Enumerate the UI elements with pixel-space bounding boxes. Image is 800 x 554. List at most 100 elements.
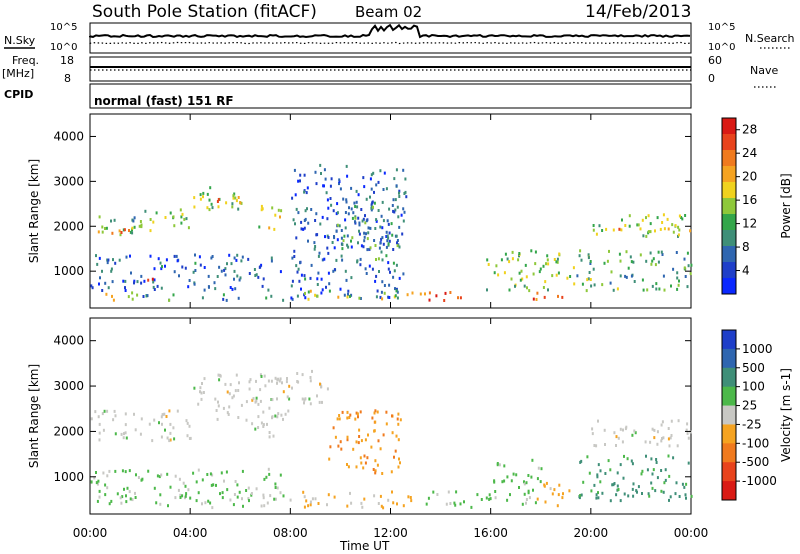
data-cell [357, 193, 360, 197]
data-cell [360, 501, 363, 505]
data-cell [641, 469, 644, 473]
data-cell [327, 271, 330, 275]
data-cell [293, 168, 296, 172]
data-cell [536, 291, 539, 295]
data-cell [372, 468, 375, 471]
data-cell [271, 398, 274, 402]
data-cell [286, 377, 288, 380]
data-cell [347, 212, 350, 216]
data-cell [291, 279, 294, 283]
data-cell [373, 429, 376, 433]
data-cell [399, 418, 402, 422]
data-cell [587, 253, 590, 257]
data-cell [377, 439, 380, 443]
data-cell [303, 401, 305, 405]
data-cell [609, 468, 612, 472]
data-cell [141, 477, 144, 481]
data-cell [199, 263, 202, 267]
data-cell [96, 482, 99, 486]
data-cell [355, 200, 358, 204]
data-cell [199, 197, 202, 201]
data-cell [394, 198, 397, 202]
data-cell [526, 286, 528, 290]
data-cell [290, 296, 293, 300]
data-cell [292, 218, 295, 222]
data-cell [108, 502, 111, 506]
y-tick-label: 3000 [53, 379, 84, 393]
data-cell [130, 271, 132, 275]
data-cell [545, 262, 547, 266]
data-cell [369, 246, 372, 250]
data-cell [617, 436, 620, 440]
data-cell [172, 293, 175, 297]
data-cell [365, 272, 368, 275]
data-cell [395, 289, 398, 293]
data-cell [106, 409, 109, 413]
data-cell [108, 469, 111, 473]
colorbar-label: Power [dB] [779, 173, 793, 238]
colorbar-swatch [722, 230, 736, 247]
data-cell [402, 272, 405, 276]
data-cell [390, 222, 393, 226]
data-cell [118, 229, 121, 233]
data-cell [153, 278, 156, 282]
data-cell [597, 463, 600, 467]
data-cell [200, 397, 203, 401]
data-cell [178, 274, 180, 278]
data-cell [650, 457, 653, 461]
data-cell [647, 214, 650, 218]
data-cell [197, 491, 200, 495]
data-cell [231, 287, 234, 291]
data-cell [374, 244, 377, 247]
data-cell [279, 473, 282, 477]
data-cell [392, 198, 395, 202]
data-cell [197, 402, 200, 406]
data-cell [241, 469, 244, 473]
data-cell [268, 226, 271, 230]
colorbar-tick-label: 12 [742, 217, 757, 231]
data-cell [227, 413, 230, 416]
y-tick-label: 4000 [53, 129, 84, 143]
data-cell [649, 251, 652, 255]
data-cell [296, 294, 299, 298]
data-cell [315, 212, 318, 216]
data-cell [250, 493, 253, 497]
data-cell [200, 391, 203, 395]
data-cell [515, 473, 518, 477]
data-cell [370, 445, 373, 449]
data-cell [650, 481, 653, 485]
data-cell [338, 180, 341, 183]
data-cell [293, 255, 296, 258]
data-cell [373, 239, 376, 242]
data-cell [262, 410, 265, 414]
data-cell [525, 275, 528, 279]
data-cell [396, 239, 399, 242]
data-cell [562, 492, 564, 496]
data-cell [549, 487, 552, 491]
y-axis-label: Slant Range [km] [27, 364, 41, 468]
data-cell [645, 259, 648, 263]
data-cell [121, 469, 124, 473]
data-cell [133, 412, 135, 416]
data-cell [579, 494, 582, 497]
data-cell [328, 457, 331, 461]
data-cell [364, 214, 366, 218]
data-cell [181, 265, 184, 269]
data-cell [371, 267, 374, 271]
data-cell [623, 492, 626, 496]
data-cell [601, 229, 604, 232]
data-cell [161, 413, 164, 417]
data-cell [635, 489, 638, 493]
data-cell [655, 282, 658, 286]
data-cell [300, 227, 303, 231]
data-cell [687, 436, 690, 440]
data-cell [251, 398, 254, 402]
data-cell [566, 276, 569, 280]
data-cell [184, 494, 187, 498]
data-cell [363, 235, 366, 239]
data-cell [166, 436, 169, 440]
data-cell [152, 280, 155, 284]
data-cell [589, 278, 592, 281]
data-cell [217, 198, 220, 201]
data-cell [193, 386, 196, 390]
